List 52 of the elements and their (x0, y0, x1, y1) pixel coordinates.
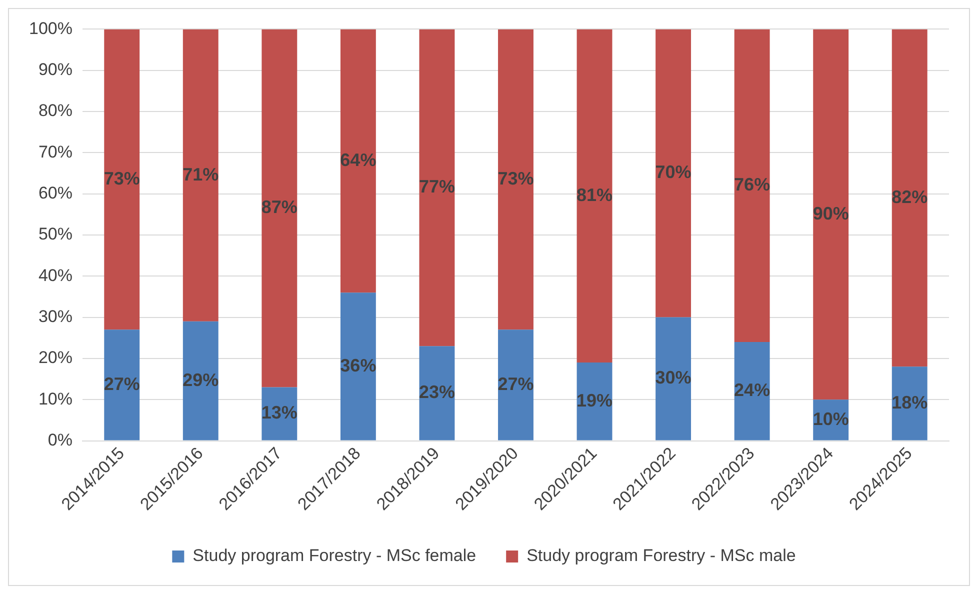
bar (340, 29, 376, 293)
bar (734, 29, 770, 342)
data-label: 18% (892, 392, 928, 412)
data-label: 71% (182, 164, 219, 184)
bar (104, 330, 140, 440)
data-label: 87% (261, 197, 298, 218)
data-label: 36% (340, 355, 376, 376)
legend-label: Study program Forestry - MSc male (526, 546, 796, 566)
bar (419, 346, 455, 440)
bar (419, 29, 455, 346)
bar (498, 29, 534, 330)
bar (576, 29, 612, 363)
data-label: 13% (261, 402, 298, 423)
y-tick-label: 50% (38, 224, 72, 244)
data-label: 82% (892, 186, 928, 207)
y-tick-label: 10% (38, 389, 72, 408)
data-label: 73% (104, 168, 140, 188)
y-tick-label: 0% (48, 430, 72, 450)
bar (656, 29, 692, 318)
bar (892, 366, 928, 440)
y-tick-label: 80% (38, 101, 72, 120)
y-tick-label: 60% (38, 184, 72, 203)
legend-label: Study program Forestry - MSc female (192, 546, 476, 566)
data-label: 27% (104, 374, 140, 394)
data-label: 23% (418, 382, 455, 402)
data-label: 29% (182, 370, 219, 390)
y-tick-label: 30% (38, 306, 72, 326)
data-label: 64% (340, 150, 376, 170)
bar (262, 29, 298, 388)
y-tick-label: 20% (38, 348, 72, 368)
bar (656, 317, 692, 440)
data-label: 81% (576, 184, 613, 205)
y-tick-label: 100% (28, 18, 72, 38)
y-tick-label: 40% (38, 266, 72, 285)
data-label: 73% (498, 168, 534, 188)
bar (498, 330, 534, 440)
y-tick-label: 70% (38, 142, 72, 162)
data-label: 70% (655, 162, 692, 182)
bar (813, 29, 849, 400)
data-label: 10% (812, 408, 849, 429)
bar (340, 292, 376, 440)
data-label: 19% (576, 390, 613, 410)
data-label: 90% (812, 203, 849, 224)
bar (182, 321, 218, 440)
data-label: 27% (498, 374, 534, 394)
bar (576, 362, 612, 440)
y-tick-label: 90% (38, 60, 72, 80)
bar (892, 29, 928, 367)
bar (182, 29, 218, 322)
bar (104, 29, 140, 330)
data-label: 77% (418, 176, 455, 197)
data-label: 30% (655, 368, 692, 388)
